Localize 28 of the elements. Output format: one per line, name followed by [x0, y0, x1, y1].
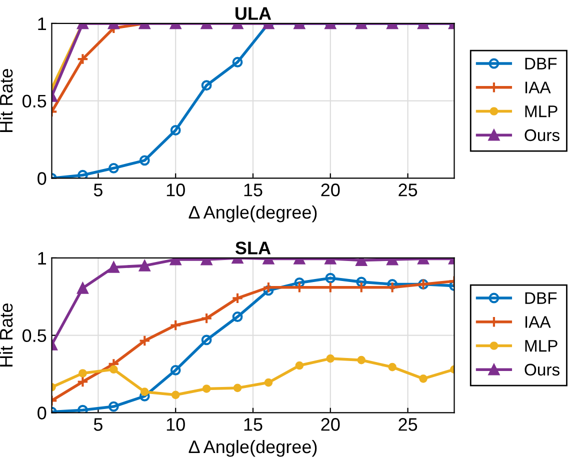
legend-label: Ours [524, 364, 560, 376]
chart-title: SLA [235, 242, 271, 254]
legend-label: IAA [526, 82, 551, 94]
x-tick-label: 10 [166, 184, 185, 196]
x-tick-label: 20 [321, 418, 340, 431]
y-tick-label: 1 [38, 252, 46, 264]
legend-label: Ours [524, 129, 560, 142]
legend-label: MLP [525, 106, 558, 118]
y-tick-label: 0 [38, 172, 46, 185]
x-tick-label: 15 [244, 418, 262, 431]
legend-label: DBF [525, 292, 557, 304]
x-tick-label: 5 [94, 418, 102, 431]
legend-label: MLP [525, 340, 558, 352]
y-tick-label: 0.5 [22, 94, 46, 108]
x-tick-label: 5 [94, 184, 102, 196]
legend-label: IAA [526, 316, 551, 328]
y-tick-label: 1 [38, 18, 46, 30]
x-tick-label: 20 [321, 184, 340, 196]
y-tick-label: 0.5 [22, 329, 46, 342]
chart-title: ULA [236, 7, 272, 20]
legend-label: DBF [525, 58, 557, 70]
x-tick-label: 25 [398, 184, 418, 196]
x-tick-label: 15 [244, 184, 262, 196]
x-axis-title: Δ Angle(degree) [188, 440, 317, 457]
y-tick-label: 0 [38, 406, 46, 420]
x-tick-label: 25 [398, 418, 418, 431]
x-tick-label: 10 [166, 418, 185, 431]
x-axis-title: Δ Angle(degree) [188, 205, 317, 222]
